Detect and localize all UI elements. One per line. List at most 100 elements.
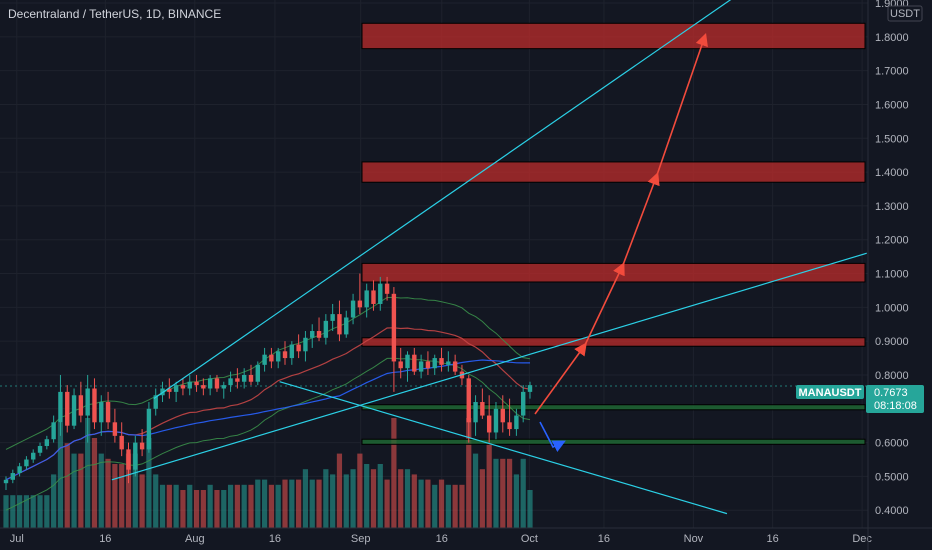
volume-bar [173,484,179,528]
y-tick-label: 1.8000 [875,32,909,44]
volume-bar [364,464,370,528]
candle-body [71,395,77,426]
candle-body [310,331,315,338]
candle-body [520,391,526,416]
candle-body [228,378,233,386]
trendline-lower-channel [111,252,867,481]
candle-body [201,385,206,389]
x-tick-label: Nov [684,533,704,545]
candle-body [296,344,301,352]
volume-bar [241,484,247,528]
volume-bar [330,474,336,528]
candle-body [58,391,63,423]
y-tick-label: 1.5000 [875,133,909,145]
y-tick-label: 0.9000 [875,336,909,348]
trendlines[interactable] [111,0,867,515]
candle-body [418,361,424,372]
volume-bar [105,458,111,528]
volume-bar [200,490,206,528]
candle-body [146,408,152,450]
volume-bar [146,438,152,528]
candle-body [289,344,295,359]
candle-body [221,385,226,389]
volume-bar [500,458,506,528]
volume-bar [234,484,240,528]
volume-bar [377,464,383,528]
trendline-upper-channel [153,0,732,400]
zones [361,22,866,445]
volume-bar [78,453,84,528]
symbol-label[interactable]: MANAUSDT [796,385,864,399]
candle-body [439,358,444,365]
y-tick-label: 1.9000 [875,0,909,10]
candle-body [3,479,9,484]
y-tick-label: 1.4000 [875,167,909,179]
volume-bar [37,495,43,528]
volume-bar [268,484,275,528]
x-tick-label: 16 [767,533,779,545]
projection-arrow [656,32,708,176]
currency-badge[interactable]: USDT [887,5,923,22]
price-label[interactable]: 0.7673 08:18:08 [866,385,924,413]
x-tick-label: 16 [99,533,111,545]
candle-body [486,415,492,433]
candle-body [207,378,213,389]
volume-bar [139,474,145,528]
volume-bar [166,484,172,528]
y-tick-label: 1.6000 [875,99,909,111]
candle-body [153,395,158,409]
volume-bar [289,479,295,528]
candle-body [139,442,145,450]
volume-bar [479,469,485,528]
candle-body [466,378,471,423]
volume-bar [418,479,424,528]
volume-bar [493,458,499,528]
candle-body [105,402,111,423]
y-tick-label: 1.0000 [875,302,909,314]
x-tick-label: 16 [598,533,610,545]
volume-bar [527,490,533,528]
candle-body [65,391,70,426]
candle-body [473,402,478,423]
volume-bar [316,479,322,528]
candle-body [412,354,417,372]
candle-body [194,381,199,386]
projection-arrow [622,172,660,266]
candle-body [391,293,397,362]
support-zone [361,404,866,411]
volume-bar [17,495,23,528]
candle-body [167,388,172,392]
volume-bar [125,453,132,528]
volume-bar [404,469,411,528]
volume-bar [432,484,438,528]
candle-body [269,354,274,362]
candle-body [364,290,369,308]
volume-bar [370,469,377,528]
volume-bar [506,458,513,528]
x-tick-label: 16 [436,533,448,545]
volume-bar [71,453,77,528]
candle-body [371,290,376,304]
candle-body [378,283,383,304]
volume-bar [193,490,200,528]
x-tick-label: Aug [185,533,205,545]
blue-arrow [539,421,566,453]
volume-bar [159,484,166,528]
last-price: 0.7673 [874,387,908,399]
resistance-zone [361,337,866,347]
y-tick-label: 0.4000 [875,505,909,517]
candle-body [452,361,458,372]
volume-bar [445,484,451,528]
volume-bar [357,453,363,528]
projection-arrows [534,32,708,453]
support-zone [361,438,866,445]
candle-body [493,408,499,433]
candle-body [235,378,240,382]
candle-body [214,378,220,389]
candle-body [330,314,335,321]
volume-bar [180,490,186,528]
candle-body [31,452,36,460]
